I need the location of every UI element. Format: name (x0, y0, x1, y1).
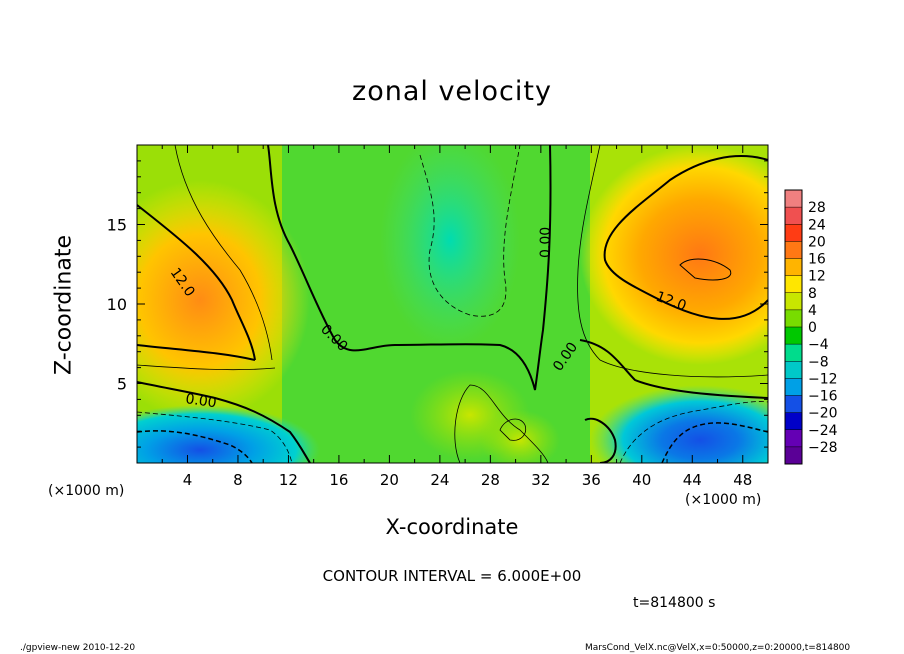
x-tick-label: 8 (233, 471, 243, 489)
x-axis-label: X-coordinate (385, 515, 519, 539)
colorbar-label: 12 (808, 269, 826, 285)
x-tick-label: 20 (380, 471, 399, 489)
colorbar-swatch (785, 224, 802, 242)
colorbar-label: 16 (808, 252, 826, 268)
x-unit-label-right: (×1000 m) (685, 492, 762, 508)
y-tick-label: 5 (117, 375, 127, 394)
contour-interval-text: CONTOUR INTERVAL = 6.000E+00 (322, 567, 582, 585)
x-tick-label: 24 (430, 471, 449, 489)
y-axis: 5 10 15 (107, 160, 768, 448)
colorbar-swatch (785, 378, 802, 396)
colorbar-swatch (785, 344, 802, 362)
contour-label: 0.00 (184, 391, 217, 411)
colorbar-label: 20 (808, 234, 826, 250)
colorbar-swatch (785, 241, 802, 259)
x-tick-label: 12 (279, 471, 298, 489)
y-tick-label: 15 (107, 216, 127, 235)
colorbar-swatch (785, 275, 802, 294)
time-stamp: t=814800 s (633, 595, 716, 611)
y-axis-label: Z-coordinate (51, 235, 77, 375)
colorbar-label: −8 (808, 354, 829, 370)
x-axis: 4 8 12 16 20 24 28 32 36 40 44 48 (161, 145, 752, 489)
colorbar-label: 8 (808, 286, 817, 302)
colorbar-label: −16 (808, 389, 838, 405)
contour-label: 0.00 (538, 227, 554, 258)
chart-title: zonal velocity (352, 76, 552, 107)
colorbar-swatch (785, 258, 802, 277)
colorbar-swatch (785, 412, 802, 431)
y-tick-label: 10 (107, 295, 127, 314)
x-tick-label: 44 (683, 471, 702, 489)
x-tick-label: 40 (632, 471, 651, 489)
colorbar-swatch (785, 190, 802, 208)
footer-left: ./gpview-new 2010-12-20 (20, 643, 136, 653)
color-field (137, 145, 768, 463)
colorbar-swatch (785, 429, 802, 448)
colorbar-label: 28 (808, 200, 826, 216)
colorbar-label: −12 (808, 371, 838, 387)
colorbar-label: −28 (808, 440, 838, 456)
x-unit-label-left: (×1000 m) (48, 483, 125, 499)
x-tick-label: 48 (733, 471, 752, 489)
colorbar-swatch (785, 446, 802, 465)
colorbar-swatch (785, 207, 802, 225)
x-tick-label: 32 (531, 471, 550, 489)
colorbar-label: −24 (808, 423, 838, 439)
footer-right: MarsCond_VelX.nc@VelX,x=0:50000,z=0:2000… (585, 643, 851, 653)
x-tick-label: 4 (183, 471, 193, 489)
colorbar-swatch (785, 292, 802, 311)
x-tick-label: 36 (582, 471, 601, 489)
colorbar-label: −4 (808, 337, 829, 353)
x-tick-label: 16 (329, 471, 348, 489)
colorbar-swatch (785, 361, 802, 379)
colorbar-swatch (785, 395, 802, 414)
colorbar-label: 4 (808, 303, 817, 319)
colorbar-label: −20 (808, 406, 838, 422)
colorbar-label: 24 (808, 217, 826, 233)
x-tick-label: 28 (481, 471, 500, 489)
colorbar-label: 0 (808, 320, 817, 336)
colorbar-swatch (785, 309, 802, 328)
colorbar-swatch (785, 327, 802, 345)
